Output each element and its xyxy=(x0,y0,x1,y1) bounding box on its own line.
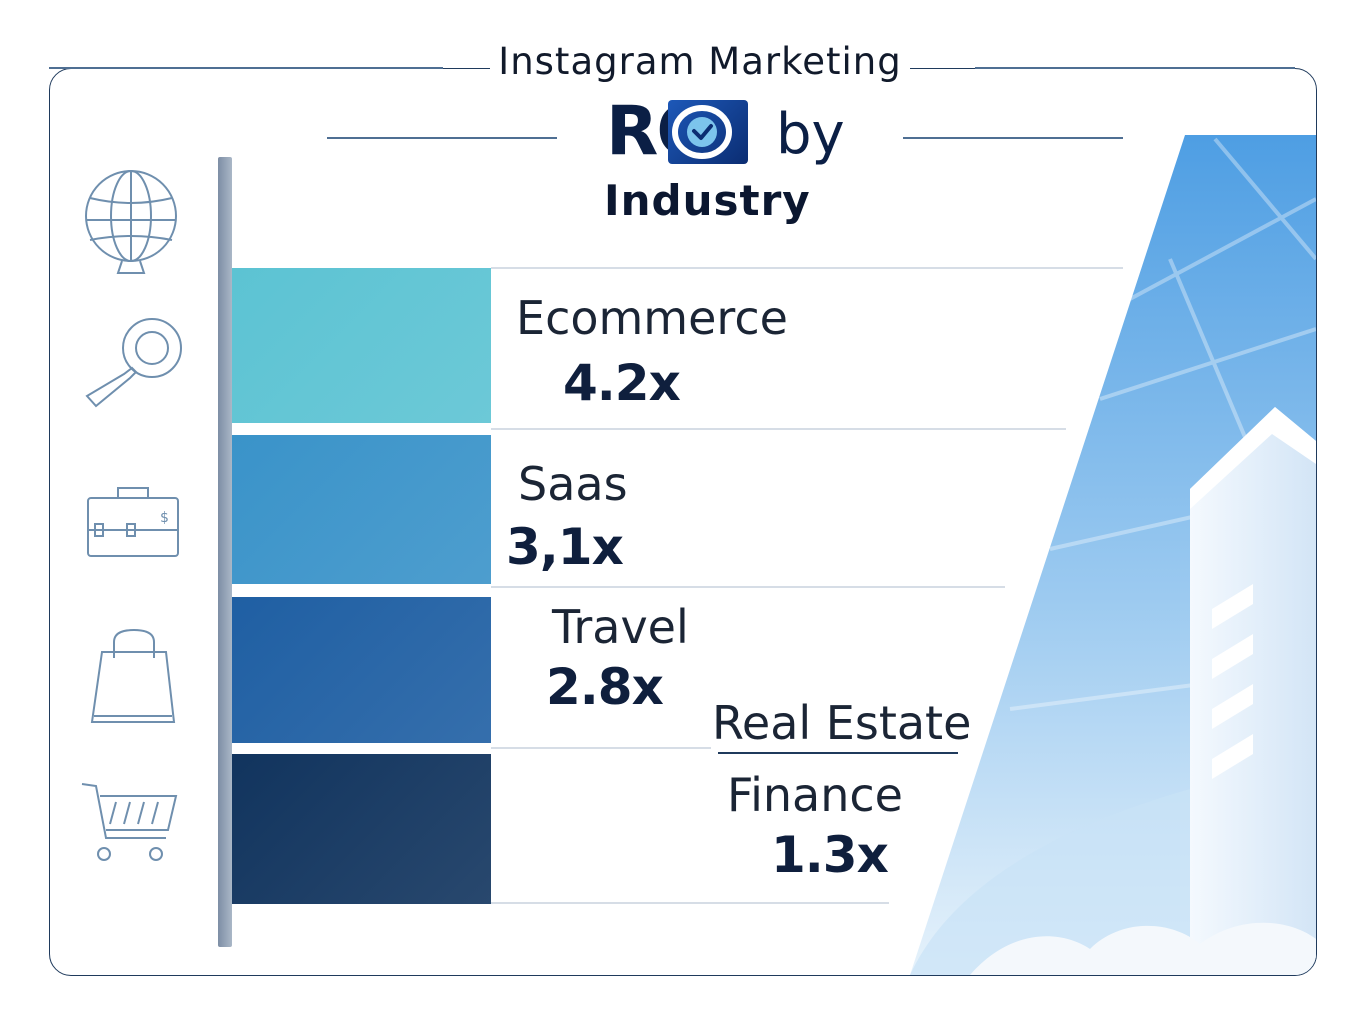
bar-ecommerce xyxy=(232,268,491,423)
check-badge-icon xyxy=(668,100,748,164)
shopping-bag-icon xyxy=(90,628,176,723)
row-line-2 xyxy=(491,428,1066,430)
value-label-finance: 1.3x xyxy=(771,826,889,884)
chart-title-industry: Industry xyxy=(604,176,811,225)
title-rule-left xyxy=(49,67,443,69)
subtitle-rule-right xyxy=(903,137,1123,139)
category-label-saas: Saas xyxy=(518,457,628,511)
shopping-cart-icon xyxy=(81,783,178,861)
category-label-finance: Finance xyxy=(727,768,903,822)
category-label-real-estate: Real Estate xyxy=(712,696,972,750)
bar-saas xyxy=(232,435,491,584)
category-label-ecommerce: Ecommerce xyxy=(516,291,788,345)
title-rule-right xyxy=(975,67,1295,69)
briefcase-icon: $ xyxy=(87,487,179,557)
chart-title-by: by xyxy=(776,102,845,167)
category-label-travel: Travel xyxy=(552,600,689,654)
building-illustration xyxy=(910,135,1316,975)
bar-finance xyxy=(232,754,491,904)
real-estate-underline xyxy=(718,752,958,754)
row-line-1 xyxy=(491,267,1123,269)
row-line-3 xyxy=(491,586,1005,588)
row-line-5 xyxy=(491,902,889,904)
value-label-travel: 2.8x xyxy=(546,658,664,716)
magnifier-icon xyxy=(85,318,182,408)
subtitle-rule-left xyxy=(327,137,557,139)
svg-text:$: $ xyxy=(160,510,169,526)
globe-icon xyxy=(85,170,177,274)
chart-title-line1: Instagram Marketing xyxy=(490,40,910,83)
row-line-4 xyxy=(491,747,711,749)
value-label-saas: 3,1x xyxy=(506,518,624,576)
value-label-ecommerce: 4.2x xyxy=(563,354,681,412)
bar-travel xyxy=(232,597,491,743)
chart-axis xyxy=(218,157,232,947)
